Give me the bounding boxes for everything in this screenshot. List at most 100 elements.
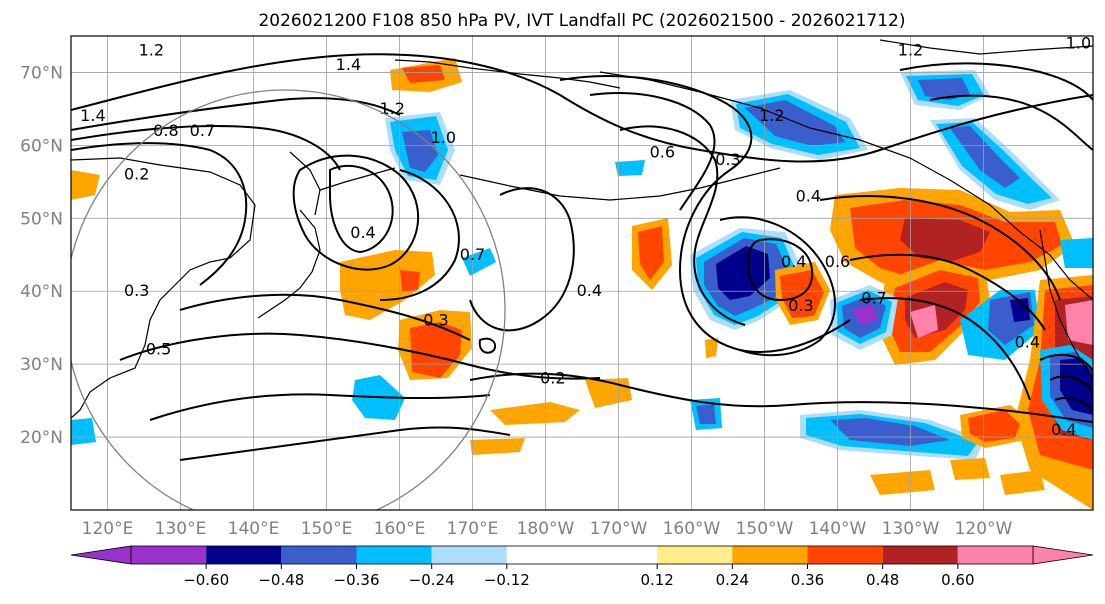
contour-label: 1.2 — [898, 41, 923, 60]
coast-arctic — [879, 39, 1093, 55]
longitude-label: 130°W — [882, 519, 940, 539]
shade-skyblue — [1060, 238, 1093, 268]
latitude-label: 50°N — [20, 209, 63, 229]
shade-orange — [71, 170, 100, 200]
shade-navy — [716, 246, 770, 300]
longitude-label: 160°E — [374, 519, 426, 539]
longitude-label: 150°W — [736, 519, 794, 539]
contour-label: 0.4 — [577, 281, 602, 300]
colorbar-cell — [506, 546, 658, 564]
latitude-label: 60°N — [20, 136, 63, 156]
contour-line — [71, 97, 401, 131]
colorbar: −0.60 −0.48 −0.36 −0.24 −0.12 0.12 0.24 0.36 0.4… — [70, 545, 1094, 589]
longitude-label: 120°W — [955, 519, 1013, 539]
contour-label: 0.4 — [781, 252, 806, 271]
contour-label: 0.3 — [788, 296, 813, 315]
shade-orange — [870, 470, 935, 495]
contour-line — [329, 164, 394, 254]
shade-orange — [950, 458, 990, 480]
contour-label: 0.4 — [1015, 332, 1040, 351]
latitude-label: 20°N — [20, 428, 63, 448]
colorbar-cell — [732, 546, 808, 564]
longitude-label: 170°W — [590, 519, 648, 539]
colorbar-frame — [130, 545, 1034, 565]
shade-pink — [1065, 300, 1093, 345]
contour-label: 0.5 — [146, 340, 171, 359]
colorbar-tick-label: −0.36 — [334, 571, 380, 589]
contour-label: 1.2 — [139, 41, 164, 60]
coast-asia — [71, 157, 256, 419]
contour-line — [849, 253, 1046, 331]
colorbar-cell — [882, 546, 958, 564]
contour-line — [292, 154, 420, 271]
longitude-label: 140°E — [228, 519, 280, 539]
contour-label: 0.2 — [124, 165, 149, 184]
shade-red — [968, 410, 1020, 442]
map-frame — [70, 35, 1094, 511]
contour-label: 0.7 — [460, 245, 485, 264]
contour-line — [1049, 375, 1093, 393]
contour-label: 1.0 — [431, 128, 456, 147]
contour-label: 0.3 — [124, 281, 149, 300]
contour-line — [1039, 353, 1093, 373]
shade-navy — [1010, 298, 1030, 322]
longitude-label: 150°E — [301, 519, 353, 539]
colorbar-tick-label: 0.12 — [640, 571, 673, 589]
shade-red — [400, 270, 420, 292]
shade-red — [402, 65, 445, 83]
region-circle — [71, 89, 506, 510]
contour-line — [469, 372, 1093, 423]
longitude-label: 180°W — [517, 519, 575, 539]
colorbar-cell — [957, 546, 1033, 564]
contour-line — [1054, 397, 1093, 411]
contour-label: 0.7 — [190, 121, 215, 140]
shade-orange — [340, 250, 435, 320]
pv-contours — [71, 53, 1093, 461]
contour-line — [469, 187, 575, 332]
coast-kuril — [319, 167, 396, 191]
latitude-label: 70°N — [20, 63, 63, 83]
contour-label: 0.6 — [825, 252, 850, 271]
graticule — [71, 36, 1093, 510]
contour-label: 0.6 — [650, 143, 675, 162]
colorbar-tick-label: 0.60 — [941, 571, 974, 589]
contour-label: 1.4 — [336, 55, 361, 74]
shade-blue — [918, 78, 970, 100]
longitude-label: 120°E — [82, 519, 134, 539]
shade-orange — [470, 438, 525, 455]
shade-blue — [402, 130, 438, 172]
colorbar-extend-low — [70, 545, 132, 565]
contour-line — [859, 297, 1031, 401]
contour-line — [71, 53, 1093, 163]
shade-skyblue — [462, 248, 496, 276]
colorbar-cell — [807, 546, 883, 564]
coast-namerica — [1039, 229, 1093, 381]
contour-line — [179, 293, 471, 341]
shade-darkred — [900, 218, 990, 262]
shade-orange — [1000, 470, 1045, 495]
pv-shading — [71, 58, 1093, 510]
contour-label: 0.8 — [153, 121, 178, 140]
shade-navy — [1060, 358, 1093, 415]
colorbar-tick-label: −0.48 — [258, 571, 304, 589]
shade-blue — [950, 126, 1020, 188]
longitude-label: 160°W — [663, 519, 721, 539]
colorbar-cell — [131, 546, 207, 564]
contour-line — [478, 337, 496, 354]
contour-line — [899, 62, 1093, 101]
contour-line — [819, 195, 1061, 301]
coast-japan — [257, 209, 321, 319]
shade-skyblue — [71, 418, 96, 445]
contour-line — [119, 332, 601, 380]
contour-line — [719, 216, 836, 357]
contour-label: 1.0 — [1066, 33, 1091, 52]
contour-labels: 1.2 1.4 0.8 0.7 1.4 1.2 1.0 0.2 0.4 0.7 0.3 0.3 0.5 0… — [80, 33, 1091, 439]
shade-red — [638, 226, 664, 280]
contour-label: 0.4 — [1051, 420, 1076, 439]
longitude-labels: 120°E 130°E 140°E 150°E 160°E 170°E 180°W 170°W… — [82, 519, 1013, 539]
shade-skyblue — [615, 160, 645, 176]
shade-blue — [830, 418, 950, 446]
colorbar-cell — [206, 546, 282, 564]
contour-line — [559, 75, 851, 353]
